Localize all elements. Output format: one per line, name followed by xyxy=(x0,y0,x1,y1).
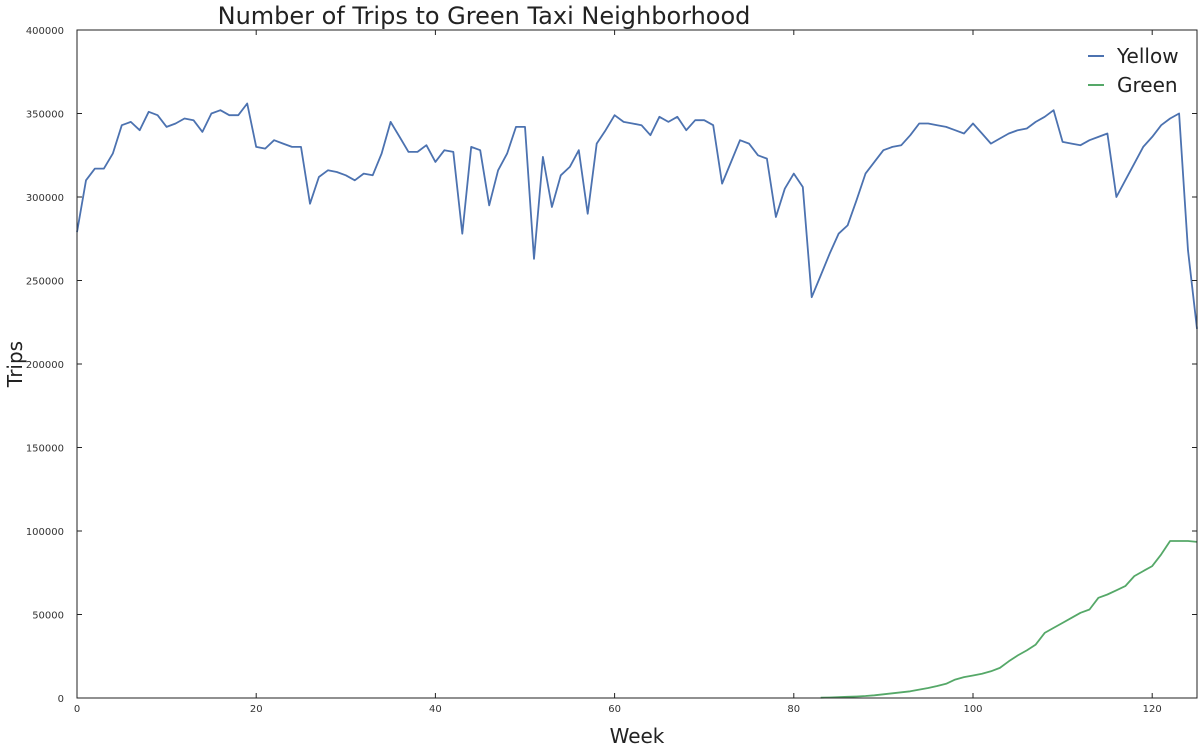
y-tick-label: 150000 xyxy=(26,444,64,455)
x-axis-label: Week xyxy=(610,724,665,748)
plot-area xyxy=(76,102,1198,699)
plot-frame xyxy=(76,29,1198,699)
y-axis: 0 50000 100000 150000 200000 250000 300000 3500… xyxy=(26,26,1197,705)
chart-title: Number of Trips to Green Taxi Neighborho… xyxy=(218,2,751,30)
legend: Yellow Green xyxy=(1088,44,1179,97)
x-tick-label: 0 xyxy=(74,704,80,715)
x-tick-label: 20 xyxy=(250,704,263,715)
x-tick-label: 120 xyxy=(1143,704,1162,715)
y-tick-label: 100000 xyxy=(26,527,64,538)
y-tick-label: 0 xyxy=(58,694,64,705)
y-tick-label: 350000 xyxy=(26,110,64,121)
x-tick-label: 100 xyxy=(963,704,982,715)
y-axis-label: Trips xyxy=(3,341,27,388)
y-tick-label: 300000 xyxy=(26,193,64,204)
x-axis: 0 20 40 60 80 100 120 xyxy=(74,30,1162,715)
legend-label-yellow: Yellow xyxy=(1116,44,1179,68)
series-line-yellow xyxy=(76,102,1198,330)
x-tick-label: 60 xyxy=(608,704,621,715)
series-line-green xyxy=(820,540,1198,699)
y-tick-label: 50000 xyxy=(32,611,64,622)
y-tick-label: 200000 xyxy=(26,360,64,371)
legend-label-green: Green xyxy=(1117,73,1178,97)
y-tick-label: 250000 xyxy=(26,277,64,288)
x-tick-label: 80 xyxy=(787,704,800,715)
x-tick-label: 40 xyxy=(429,704,442,715)
y-tick-label: 400000 xyxy=(26,26,64,37)
